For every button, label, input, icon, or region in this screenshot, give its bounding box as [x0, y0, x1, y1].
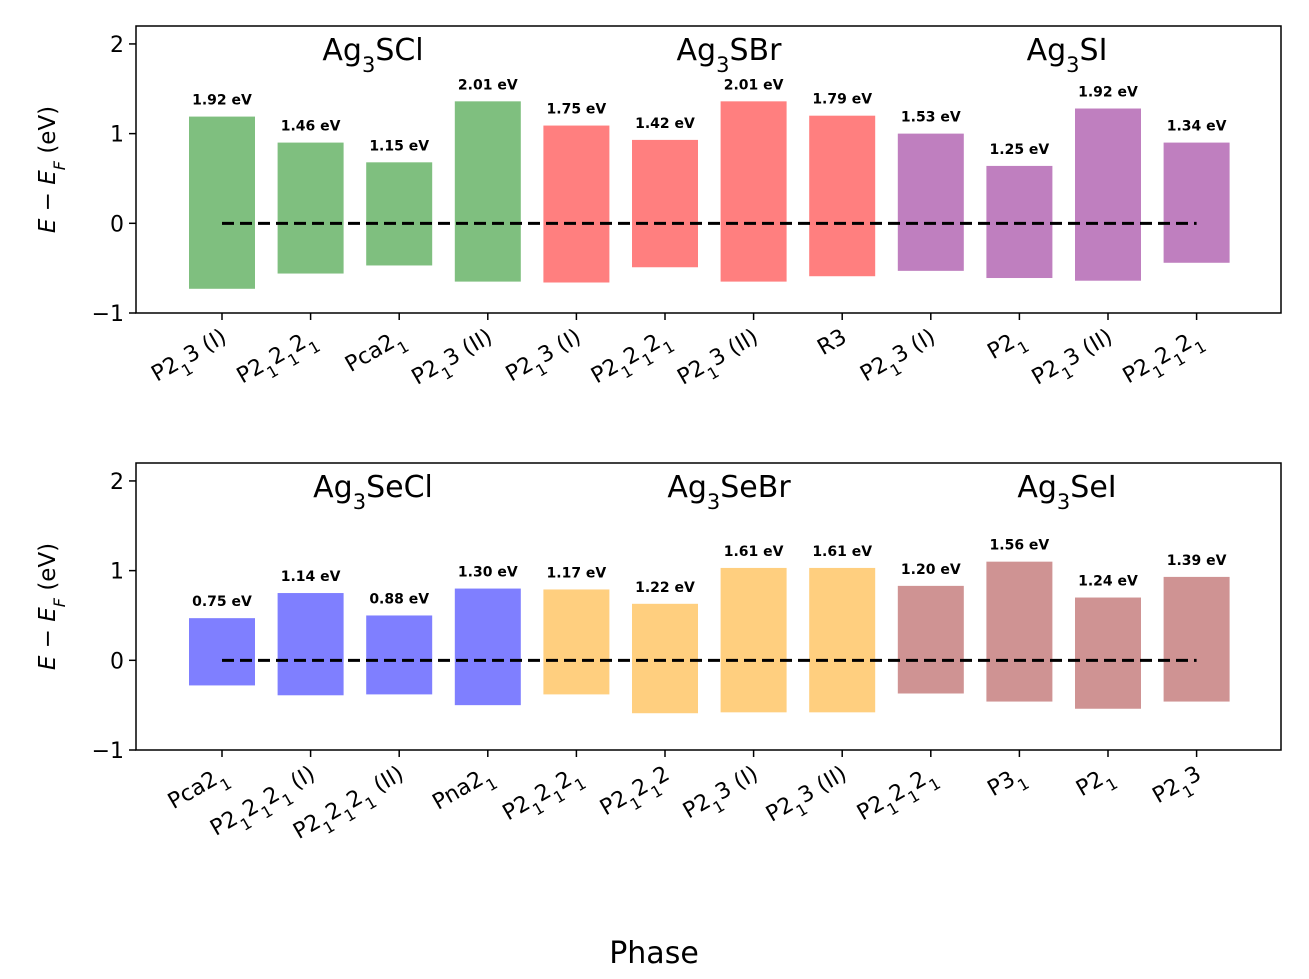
x-tick-label: P213 (II): [673, 325, 766, 397]
gap-label: 1.56 eV: [990, 538, 1050, 554]
x-tick-label: P21212: [596, 762, 678, 828]
gap-label: 1.46 eV: [281, 119, 341, 135]
band-bar: [632, 603, 698, 714]
plot-frame: [135, 462, 1282, 751]
gap-label: 0.75 eV: [192, 594, 252, 610]
gap-label: 1.92 eV: [192, 93, 252, 109]
gap-label: 1.79 eV: [812, 92, 872, 108]
band-bar: [897, 133, 964, 271]
x-tick-label: P31: [983, 762, 1032, 809]
band-bar: [897, 585, 964, 694]
gap-label: 1.42 eV: [635, 116, 695, 132]
x-tick-label: P21: [983, 325, 1032, 372]
x-tick-label: P21: [1072, 762, 1121, 809]
y-tick-label: −1: [92, 302, 124, 327]
x-tick-label: P212121: [853, 762, 944, 833]
x-tick-label: P213 (II): [408, 325, 501, 397]
band-bar: [1163, 142, 1230, 263]
gap-label: 1.39 eV: [1167, 553, 1227, 569]
gap-label: 1.15 eV: [369, 138, 429, 154]
x-axis-title: Phase: [609, 936, 699, 971]
x-tick-label: P212121: [1119, 325, 1210, 396]
band-bar: [366, 162, 433, 266]
gap-label: 1.24 eV: [1078, 574, 1138, 590]
compound-label: Ag3SeI: [1017, 470, 1116, 514]
gap-label: 1.30 eV: [458, 565, 518, 581]
band-bar: [986, 561, 1053, 702]
gap-label: 1.92 eV: [1078, 85, 1138, 101]
band-bar: [720, 101, 787, 282]
gap-label: 1.20 eV: [901, 562, 961, 578]
gap-label: 1.25 eV: [990, 142, 1050, 158]
x-tick-label: P213 (I): [679, 762, 766, 831]
y-tick-label: −1: [92, 739, 124, 764]
x-tick-label: P213 (II): [1028, 325, 1121, 397]
y-tick-label: 0: [110, 649, 124, 674]
x-tick-label: P213 (II): [762, 762, 855, 834]
gap-label: 1.75 eV: [547, 102, 607, 118]
compound-label: Ag3SeBr: [667, 470, 791, 514]
y-tick-label: 2: [110, 33, 124, 58]
panel-sulfides: 1.92 eV P213 (I) 1.46 eV P212121 1.15 eV Pca2…: [35, 25, 1282, 397]
x-tick-label: P212121: [233, 325, 324, 396]
band-bar: [189, 116, 255, 289]
compound-label: Ag3SI: [1027, 33, 1108, 77]
band-bar: [189, 618, 255, 686]
y-tick-label: 2: [110, 470, 124, 495]
gap-label: 1.22 eV: [635, 580, 695, 596]
y-tick-label: 1: [110, 123, 124, 148]
y-tick-label: 1: [110, 560, 124, 585]
x-tick-label: R3: [813, 325, 851, 361]
band-bar: [543, 125, 610, 283]
band-bar: [277, 142, 344, 274]
x-tick-label: P213 (I): [502, 325, 589, 394]
gap-label: 2.01 eV: [458, 77, 518, 93]
band-bar: [809, 115, 876, 277]
band-bar: [1075, 108, 1141, 281]
compound-label: Ag3SeCl: [313, 470, 433, 514]
x-tick-label: P213 (I): [147, 325, 234, 394]
gap-label: 0.88 eV: [369, 591, 429, 607]
band-bar: [454, 101, 521, 282]
x-tick-label: Pna21: [428, 762, 500, 822]
y-axis-title: E − EF (eV): [35, 106, 69, 233]
band-bar: [366, 615, 433, 695]
x-tick-label: Pca21: [341, 325, 412, 385]
band-bar: [454, 588, 521, 706]
gap-label: 1.61 eV: [812, 544, 872, 560]
gap-label: 1.14 eV: [281, 569, 341, 585]
y-axis-title: E − EF (eV): [35, 543, 69, 670]
plot-frame: [135, 25, 1282, 314]
gap-label: 1.17 eV: [547, 565, 607, 581]
y-tick-label: 0: [110, 212, 124, 237]
gap-label: 1.61 eV: [724, 544, 784, 560]
band-bar: [277, 593, 344, 696]
gap-label: 2.01 eV: [724, 77, 784, 93]
gap-label: 1.34 eV: [1167, 119, 1227, 135]
band-bar: [1075, 597, 1141, 709]
band-bar: [720, 567, 787, 713]
band-bar: [1163, 576, 1230, 702]
gap-label: 1.53 eV: [901, 110, 961, 126]
band-bar: [543, 589, 610, 695]
x-tick-label: P213: [1149, 762, 1210, 816]
compound-label: Ag3SBr: [677, 33, 783, 77]
x-tick-label: P212121: [499, 762, 590, 833]
band-bar: [632, 139, 698, 268]
compound-label: Ag3SCl: [322, 33, 423, 77]
x-tick-label: P213 (I): [856, 325, 943, 394]
x-tick-label: P212121: [587, 325, 678, 396]
band-bar: [809, 567, 876, 713]
